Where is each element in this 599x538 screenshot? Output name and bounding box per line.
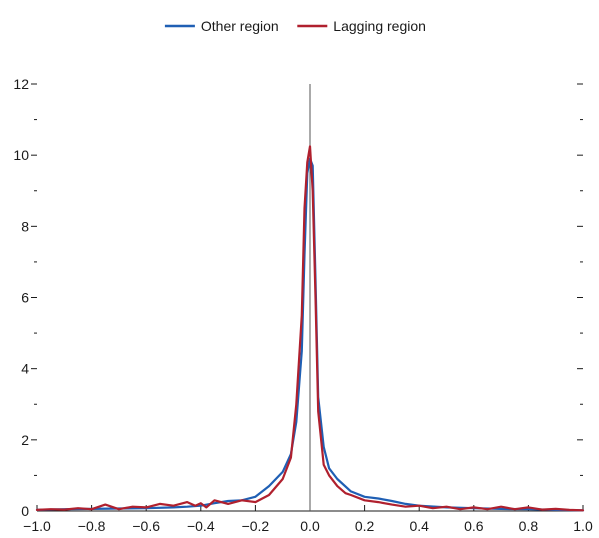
x-tick-label: 0.0: [300, 518, 320, 534]
y-tick-label: 0: [21, 503, 29, 519]
legend-label: Other region: [201, 18, 279, 34]
y-tick-label: 4: [21, 361, 29, 377]
plot-area: [35, 84, 585, 512]
series-line-lagging-region: [35, 145, 585, 512]
x-tick-label: 0.4: [409, 518, 429, 534]
x-tick-label: 0.6: [464, 518, 484, 534]
x-tick-label: −0.2: [242, 518, 270, 534]
x-tick-label: −0.4: [187, 518, 215, 534]
y-tick-label: 2: [21, 432, 29, 448]
legend: Other region Lagging region: [164, 18, 426, 34]
y-tick-label: 10: [13, 147, 29, 163]
axes: −1.0 −0.8 −0.6 −0.4 −0.2 0.0 0.2 0.4 0.6 0.8 1.0 0 2…: [13, 76, 593, 534]
x-tick-label: −0.8: [78, 518, 106, 534]
x-tick-label: −0.6: [132, 518, 160, 534]
x-tick-label: 0.8: [519, 518, 539, 534]
x-tick-label: −1.0: [23, 518, 51, 534]
legend-label: Lagging region: [333, 18, 426, 34]
y-tick-label: 6: [21, 290, 29, 306]
y-tick-label: 12: [13, 76, 29, 92]
x-tick-label: 0.2: [355, 518, 375, 534]
x-tick-label: 1.0: [573, 518, 593, 534]
y-tick-label: 8: [21, 218, 29, 234]
